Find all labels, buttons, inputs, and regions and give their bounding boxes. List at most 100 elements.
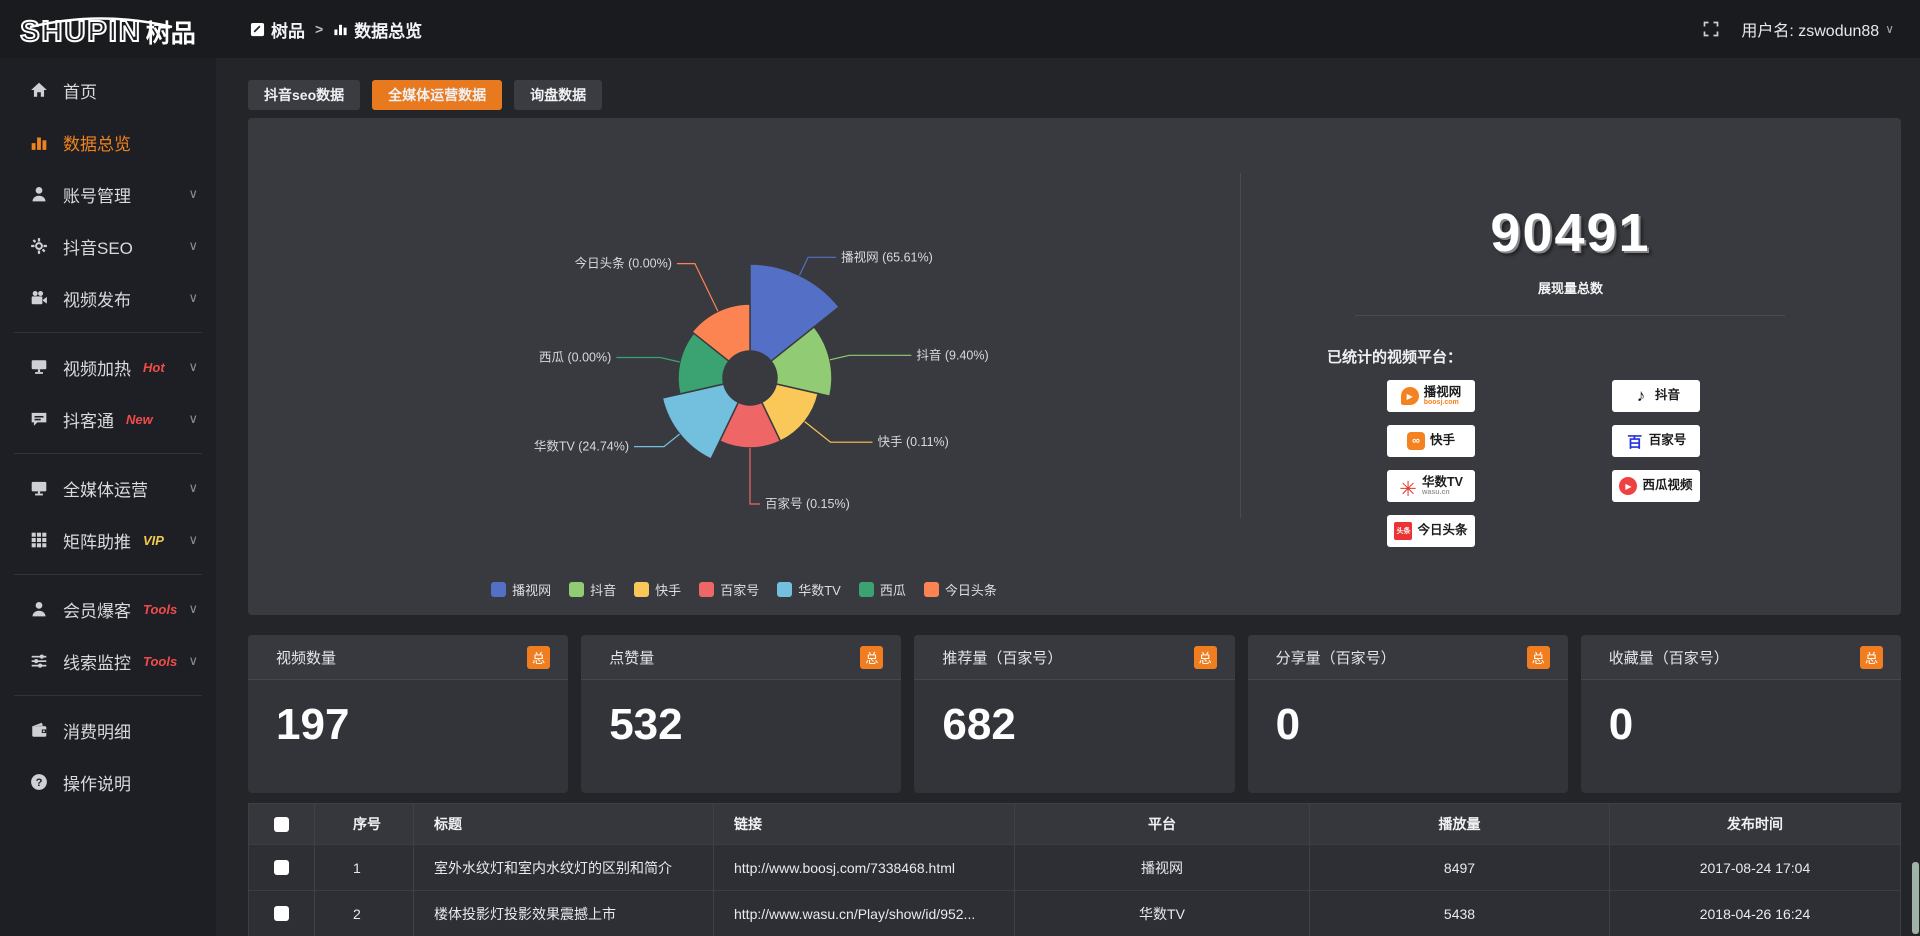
legend-item-百家号[interactable]: 百家号 [699, 580, 759, 599]
legend-label: 快手 [655, 583, 682, 598]
breadcrumb: 树品 > 数据总览 [250, 17, 422, 42]
select-all-checkbox[interactable] [274, 816, 289, 832]
platform-badge-baijiahao[interactable]: 百 百家号 [1612, 425, 1700, 457]
app-logo[interactable]: SHUPIN 树品 [0, 12, 216, 47]
legend-swatch [923, 582, 939, 597]
cell-time: 2017-08-24 17:04 [1699, 859, 1811, 876]
legend-label: 西瓜 [879, 583, 906, 598]
sidebar-item-account[interactable]: 账号管理 ∨ [0, 168, 216, 220]
sidebar-item-label: 消费明细 [63, 722, 131, 742]
total-impressions-label: 展现量总数 [1537, 281, 1603, 296]
fullscreen-icon[interactable] [1703, 21, 1719, 37]
column-header-link: 链接 [714, 804, 1015, 844]
cell-url-link[interactable]: http://www.boosj.com/7338468.html [714, 845, 1015, 890]
pie-label: 西瓜 (0.00%) [539, 351, 611, 365]
boosj-logo-icon: ▶ [1400, 387, 1419, 405]
sidebar-item-label: 数据总览 [63, 134, 131, 154]
hot-badge: Hot [143, 359, 165, 375]
sidebar-item-clue-monitor[interactable]: 线索监控 Tools ∨ [0, 635, 216, 687]
legend-item-抖音[interactable]: 抖音 [569, 580, 616, 599]
stat-card-value: 0 [1275, 700, 1301, 749]
legend-label: 华数TV [798, 583, 841, 598]
stat-card-value: 532 [609, 700, 683, 749]
pie-slice-抖音[interactable] [770, 325, 833, 398]
legend-item-快手[interactable]: 快手 [634, 580, 681, 599]
legend-swatch [491, 582, 507, 597]
column-header-seq: 序号 [315, 804, 414, 844]
row-checkbox[interactable] [274, 906, 289, 921]
chevron-down-icon: ∨ [188, 186, 198, 201]
row-checkbox[interactable] [274, 860, 289, 875]
legend-label: 播视网 [512, 583, 552, 598]
sidebar-item-label: 抖音SEO [63, 238, 133, 258]
pie-label: 今日头条 (0.00%) [575, 256, 672, 271]
legend-item-华数TV[interactable]: 华数TV [777, 580, 841, 599]
sidebar-item-member-tools[interactable]: 会员爆客 Tools ∨ [0, 583, 216, 635]
chevron-down-icon: ∨ [188, 290, 198, 305]
legend-swatch [634, 582, 650, 597]
sidebar-item-data-overview[interactable]: 数据总览 [0, 116, 216, 168]
legend-item-播视网[interactable]: 播视网 [491, 580, 551, 599]
platform-badge-toutiao[interactable]: 头条 今日头条 [1387, 515, 1475, 547]
sidebar-item-media-ops[interactable]: 全媒体运营 ∨ [0, 462, 216, 514]
user-menu[interactable]: 用户名: zswodun88 ∨ [1741, 17, 1894, 41]
sidebar-item-label: 矩阵助推 [63, 532, 131, 552]
scrollbar-thumb[interactable] [1912, 862, 1919, 934]
total-impressions-value: 90491 [1490, 203, 1651, 263]
chevron-down-icon: ∨ [1885, 22, 1894, 36]
column-header-time: 发布时间 [1727, 816, 1783, 832]
platform-name: 抖音 [1654, 388, 1680, 403]
stat-card-label: 视频数量 [276, 649, 337, 667]
cell-plays: 5438 [1310, 891, 1610, 936]
bar-chart-icon [30, 133, 48, 151]
legend-item-西瓜[interactable]: 西瓜 [858, 580, 906, 599]
sidebar-item-douyin-seo[interactable]: 抖音SEO ∨ [0, 220, 216, 272]
stat-card-recommends: 推荐量（百家号） 总 682 [914, 635, 1235, 793]
platform-badge-wasu[interactable]: ✳ 华数TV wasu.cn [1387, 470, 1475, 502]
sidebar-item-video-publish[interactable]: 视频发布 ∨ [0, 272, 216, 324]
cell-platform: 播视网 [1015, 845, 1310, 890]
baijiahao-logo-icon: 百 [1627, 433, 1643, 451]
sidebar-item-help[interactable]: ? 操作说明 [0, 756, 216, 808]
sliders-icon [30, 652, 48, 670]
stat-card-value: 682 [942, 700, 1016, 749]
stat-card-likes: 点赞量 总 532 [581, 635, 902, 793]
sidebar-item-label: 线索监控 [63, 653, 131, 673]
pie-callout-line [749, 448, 760, 505]
platform-badge-douyin[interactable]: ♪ 抖音 [1612, 380, 1700, 412]
sidebar-item-matrix-boost[interactable]: 矩阵助推 VIP ∨ [0, 514, 216, 566]
platform-name: 快手 [1429, 433, 1455, 448]
pie-slice-今日头条[interactable] [691, 303, 751, 363]
pie-slice-华数TV[interactable] [661, 383, 740, 461]
sidebar-item-video-heat[interactable]: 视频加热 Hot ∨ [0, 341, 216, 393]
svg-text:?: ? [36, 777, 43, 789]
breadcrumb-home-label: 树品 [271, 21, 305, 41]
sidebar-item-spending-detail[interactable]: 消费明细 [0, 704, 216, 756]
total-badge[interactable]: 总 [1193, 645, 1217, 669]
pie-slice-播视网[interactable] [749, 263, 841, 363]
cell-title-link[interactable]: 室外水纹灯和室内水纹灯的区别和简介 [414, 845, 714, 890]
total-badge[interactable]: 总 [1860, 645, 1883, 669]
platform-badge-xigua[interactable]: ▶ 西瓜视频 [1612, 470, 1700, 502]
total-badge[interactable]: 总 [527, 645, 551, 669]
breadcrumb-current[interactable]: 数据总览 [333, 17, 422, 42]
breadcrumb-home[interactable]: 树品 [250, 17, 305, 42]
tab-douyin-seo-data[interactable]: 抖音seo数据 [248, 80, 361, 110]
platform-badge-boosj[interactable]: ▶ 播视网 boosj.com [1387, 380, 1475, 412]
user-icon [30, 185, 48, 203]
legend-item-今日头条[interactable]: 今日头条 [923, 580, 997, 599]
sidebar-item-doukertong[interactable]: 抖客通 New ∨ [0, 393, 216, 445]
main-content: 抖音seo数据 全媒体运营数据 询盘数据 播视网 (65.61%) 抖音 (9.4… [216, 58, 1920, 936]
grid-icon [30, 531, 48, 549]
cell-url-link[interactable]: http://www.wasu.cn/Play/show/id/952... [714, 891, 1015, 936]
toutiao-logo-icon: 头条 [1394, 522, 1413, 540]
platform-badge-kuaishou[interactable]: ∞ 快手 [1387, 425, 1475, 457]
sidebar-item-home[interactable]: 首页 [0, 64, 216, 116]
cell-title-link[interactable]: 楼体投影灯投影效果震撼上市 [414, 891, 714, 936]
stat-card-label: 点赞量 [609, 649, 655, 667]
total-badge[interactable]: 总 [860, 645, 884, 669]
column-header-platform: 平台 [1015, 804, 1310, 844]
tab-media-ops-data[interactable]: 全媒体运营数据 [372, 80, 503, 110]
total-badge[interactable]: 总 [1526, 645, 1550, 669]
tab-inquiry-data[interactable]: 询盘数据 [514, 80, 603, 110]
